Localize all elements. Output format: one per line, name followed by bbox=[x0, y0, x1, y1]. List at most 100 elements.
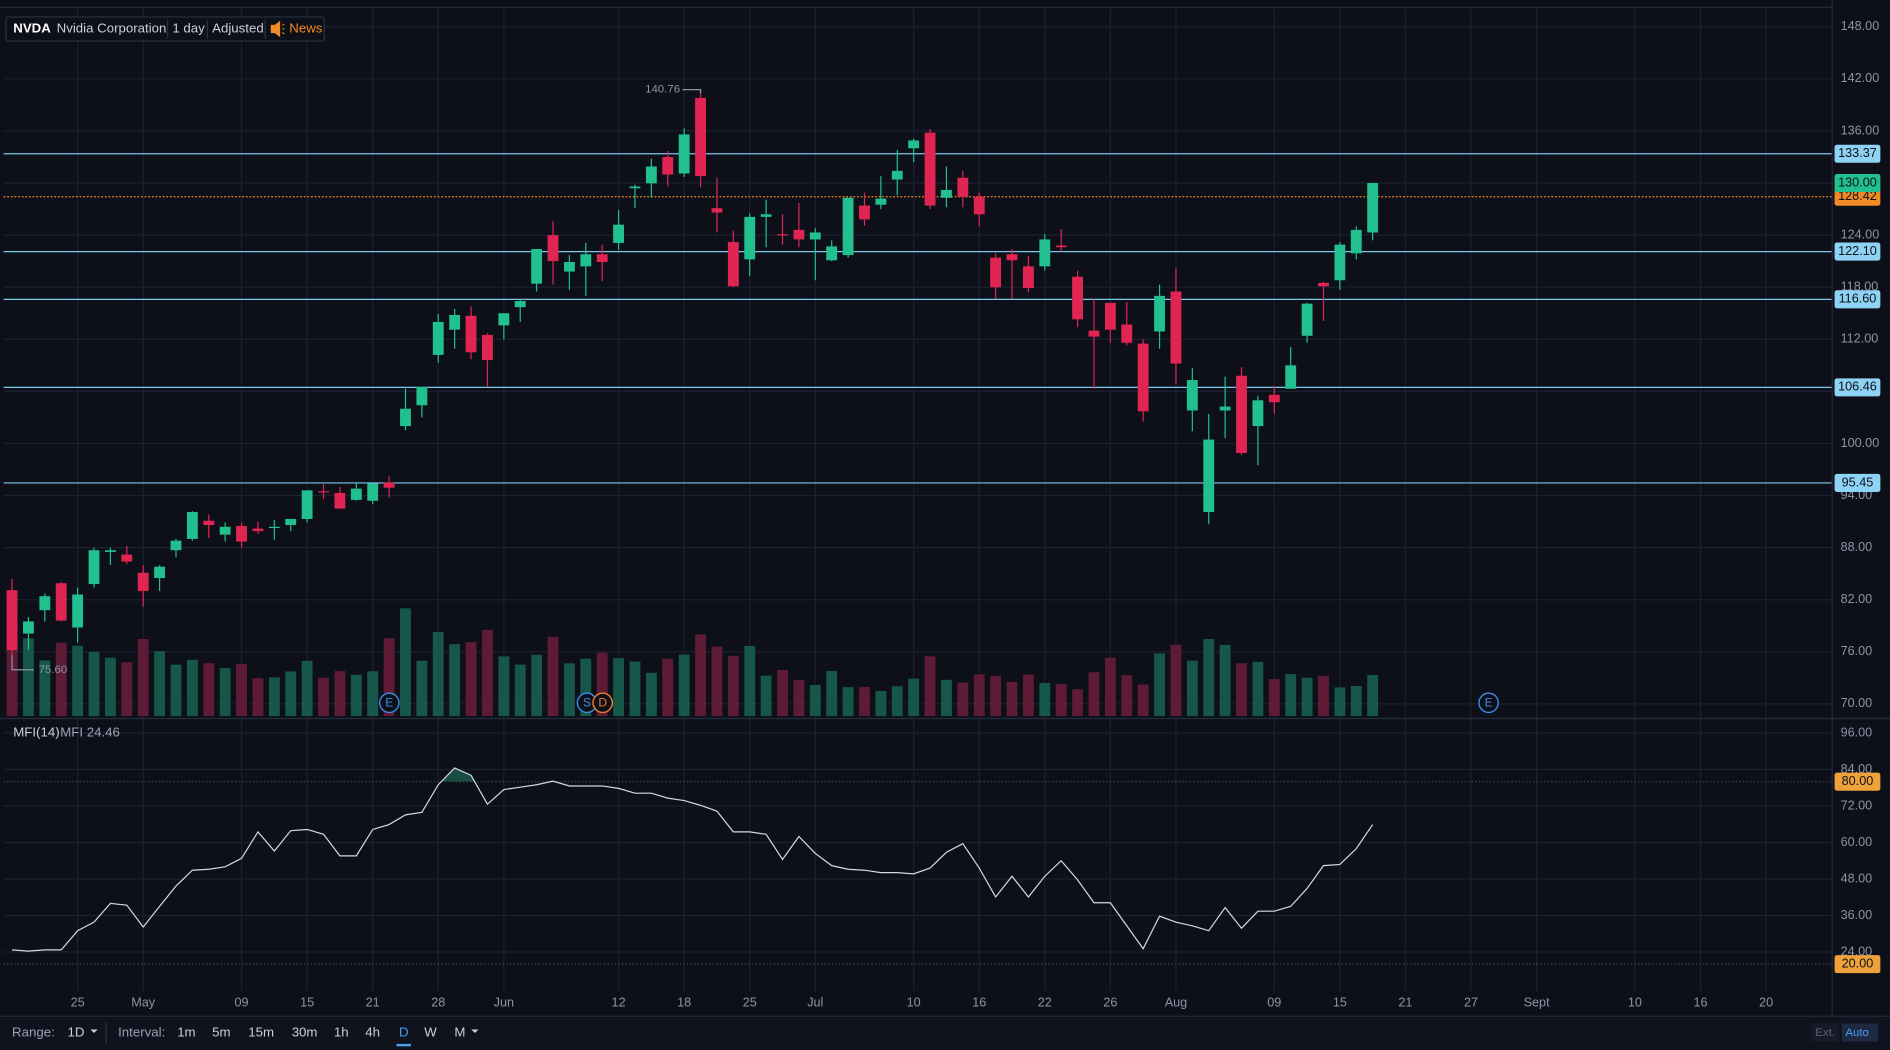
candle-body bbox=[137, 572, 149, 592]
candle-body bbox=[1334, 244, 1346, 281]
candle-body bbox=[449, 314, 461, 330]
volume-bar bbox=[1006, 681, 1018, 717]
interval-option[interactable]: D bbox=[399, 1025, 409, 1040]
level-label-box bbox=[1834, 144, 1881, 163]
y-tick-label: 76.00 bbox=[1841, 644, 1873, 658]
mfi-level-box bbox=[1834, 772, 1881, 791]
ext-button[interactable]: Ext. bbox=[1815, 1027, 1835, 1039]
level-label-text: 133.37 bbox=[1838, 146, 1877, 160]
y-tick-label: 148.00 bbox=[1841, 19, 1880, 33]
high-label: 140.76 bbox=[645, 84, 680, 96]
y-tick-label: 70.00 bbox=[1841, 696, 1873, 710]
candle-body bbox=[924, 132, 936, 206]
candle-body bbox=[744, 216, 756, 260]
level-label-text: 122.10 bbox=[1838, 244, 1877, 258]
candle-body bbox=[563, 262, 575, 272]
interval-option[interactable]: 5m bbox=[212, 1025, 230, 1040]
volume-bar bbox=[1186, 660, 1198, 717]
x-tick-label: 26 bbox=[1103, 995, 1117, 1009]
candle-body bbox=[39, 596, 51, 611]
candle-body bbox=[383, 482, 395, 488]
volume-bar bbox=[793, 679, 805, 717]
volume-bar bbox=[416, 660, 428, 717]
interval-option[interactable]: 1m bbox=[177, 1025, 195, 1040]
volume-bar bbox=[1334, 687, 1346, 717]
interval-option[interactable]: W bbox=[424, 1025, 437, 1040]
candle-body bbox=[318, 491, 329, 493]
volume-bar bbox=[957, 682, 969, 717]
candle-body bbox=[1022, 266, 1034, 289]
volume-bar bbox=[482, 629, 493, 717]
candle-body bbox=[662, 157, 674, 175]
candle-body bbox=[531, 248, 543, 284]
candle-body bbox=[1104, 302, 1116, 330]
mfi-line bbox=[12, 767, 1374, 952]
symbol[interactable]: NVDA bbox=[13, 20, 51, 35]
candle-body bbox=[1072, 276, 1084, 320]
auto-button[interactable]: Auto bbox=[1845, 1027, 1869, 1039]
mfi-tick-label: 84.00 bbox=[1841, 762, 1873, 776]
volume-bar bbox=[1055, 683, 1067, 717]
event-label: E bbox=[385, 696, 393, 710]
candle-body bbox=[203, 520, 215, 526]
interval-option[interactable]: 4h bbox=[365, 1025, 380, 1040]
range-select[interactable]: 1D bbox=[67, 1025, 84, 1040]
volume-bar bbox=[596, 652, 608, 717]
candle-body bbox=[727, 242, 739, 287]
volume-bar bbox=[334, 671, 346, 717]
ext-box bbox=[1811, 1023, 1840, 1042]
volume-bar bbox=[154, 651, 166, 717]
candle-body bbox=[613, 224, 625, 243]
candle-body bbox=[55, 583, 67, 621]
news-button[interactable]: News bbox=[289, 20, 323, 35]
interval-option[interactable]: 30m bbox=[292, 1025, 318, 1040]
adjusted-button[interactable]: Adjusted bbox=[212, 20, 264, 35]
interval-label: Interval: bbox=[118, 1025, 165, 1040]
event-marker[interactable] bbox=[1478, 692, 1499, 714]
x-tick-label: 15 bbox=[300, 995, 314, 1009]
volume-bar bbox=[924, 656, 936, 717]
x-tick-label: 09 bbox=[1267, 995, 1281, 1009]
y-tick-label: 82.00 bbox=[1841, 592, 1873, 606]
interval-option[interactable]: M bbox=[454, 1025, 465, 1040]
interval-button[interactable]: 1 day bbox=[172, 20, 205, 35]
volume-bar bbox=[236, 663, 247, 717]
volume-bar bbox=[941, 679, 952, 717]
x-tick-label: 09 bbox=[235, 995, 249, 1009]
candle-body bbox=[629, 186, 641, 189]
mfi-level-box bbox=[1834, 955, 1881, 974]
volume-bar bbox=[1219, 644, 1231, 717]
interval-option[interactable]: 15m bbox=[248, 1025, 274, 1040]
volume-bar bbox=[55, 642, 67, 717]
mfi-tick-label: 60.00 bbox=[1841, 835, 1873, 849]
level-label-box bbox=[1834, 378, 1881, 397]
candle-body bbox=[1367, 183, 1379, 233]
volume-bar bbox=[695, 634, 706, 717]
mfi-tick-label: 48.00 bbox=[1841, 871, 1873, 885]
candle-body bbox=[1170, 291, 1182, 364]
volume-bar bbox=[219, 668, 231, 717]
volume-bar bbox=[432, 631, 444, 717]
volume-bar bbox=[711, 646, 723, 717]
x-tick-label: 25 bbox=[71, 995, 85, 1009]
y-tick-label: 88.00 bbox=[1841, 540, 1873, 554]
x-tick-label: 12 bbox=[612, 995, 626, 1009]
event-marker[interactable] bbox=[378, 692, 400, 714]
volume-bar bbox=[252, 678, 264, 717]
x-tick-label: 18 bbox=[677, 995, 691, 1009]
candle-body bbox=[760, 214, 772, 217]
event-marker[interactable] bbox=[592, 692, 614, 714]
toolbar-frame bbox=[5, 16, 325, 42]
level-label-text: 106.46 bbox=[1838, 380, 1877, 394]
footer-bg bbox=[0, 1016, 1890, 1050]
bottom-toolbar: Range: 1D Interval: Ext. Auto 1m 5m 15m 30m… bbox=[0, 1015, 1890, 1050]
interval-option[interactable]: 1h bbox=[334, 1025, 349, 1040]
candle-body bbox=[1055, 245, 1067, 248]
y-tick-label: 100.00 bbox=[1841, 436, 1880, 450]
volume-bar bbox=[531, 654, 543, 717]
mfi-level-text: 80.00 bbox=[1842, 774, 1874, 788]
volume-bar bbox=[1121, 675, 1133, 717]
volume-bar bbox=[875, 690, 887, 717]
volume-bar bbox=[170, 664, 182, 717]
